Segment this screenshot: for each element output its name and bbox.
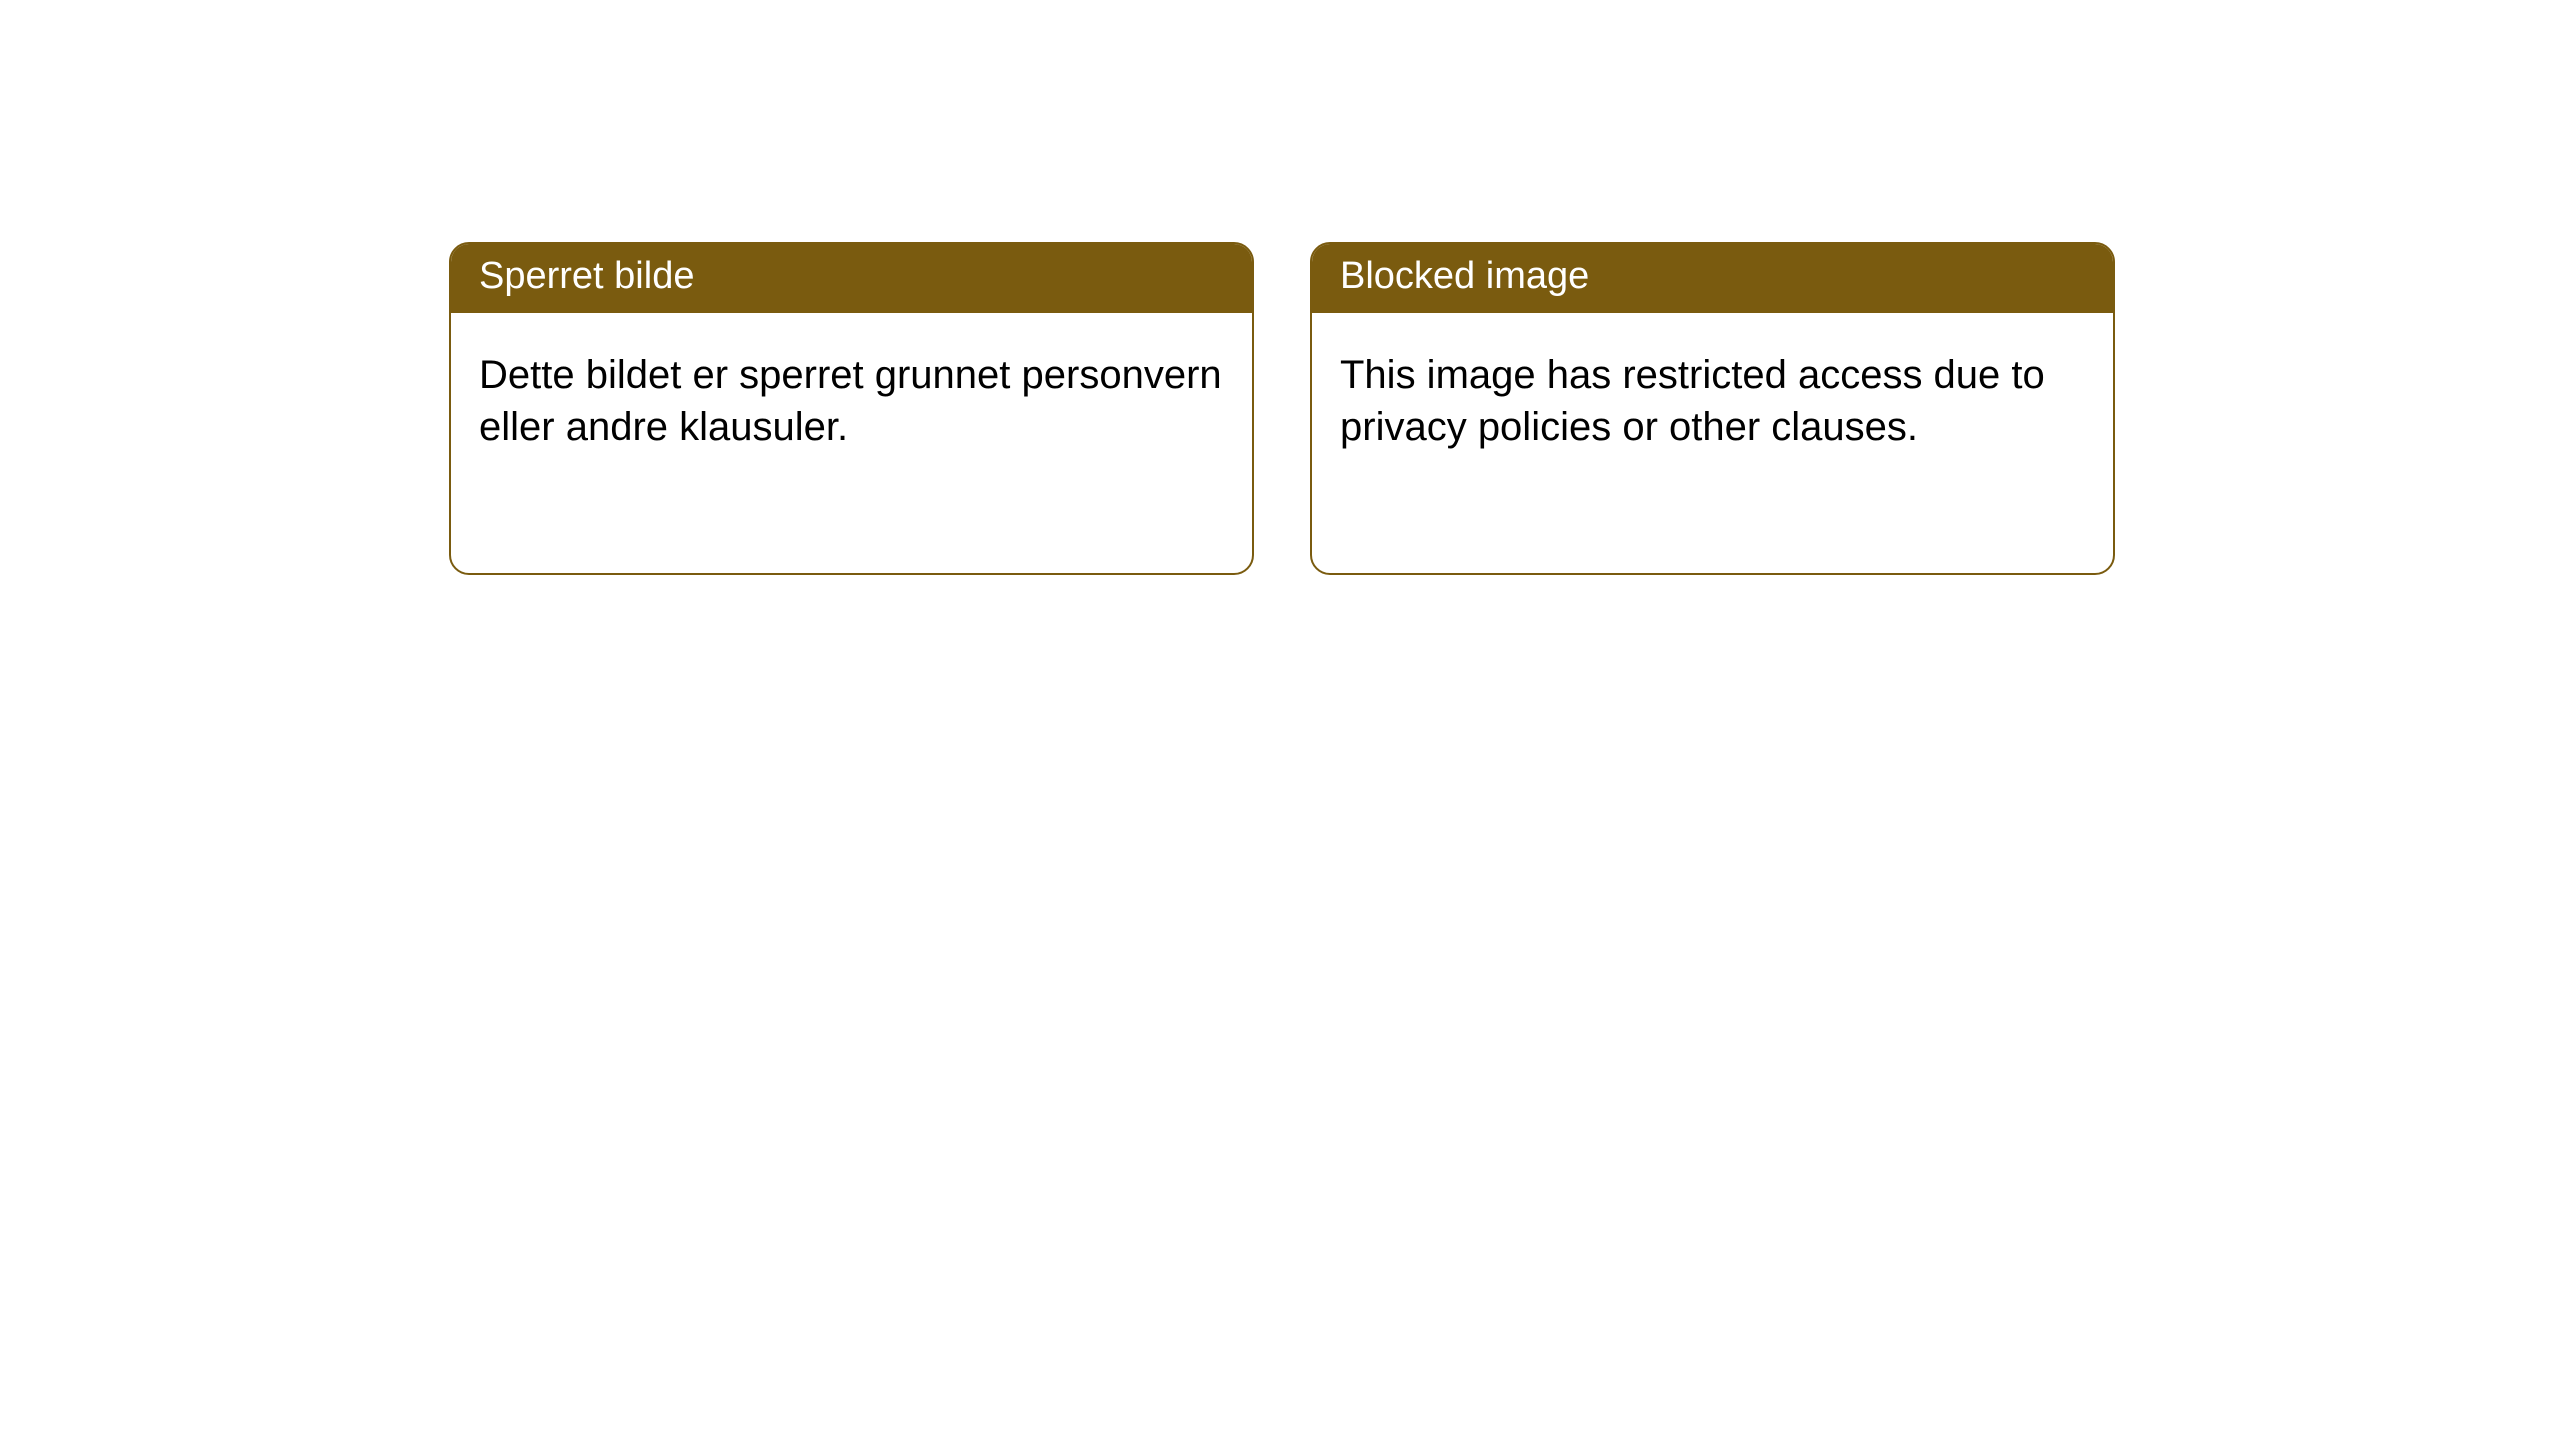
card-body: Dette bildet er sperret grunnet personve… (451, 313, 1252, 481)
notice-card-english: Blocked image This image has restricted … (1310, 242, 2115, 575)
card-body: This image has restricted access due to … (1312, 313, 2113, 481)
notice-cards-container: Sperret bilde Dette bildet er sperret gr… (0, 0, 2560, 575)
card-header: Blocked image (1312, 244, 2113, 313)
card-header: Sperret bilde (451, 244, 1252, 313)
notice-card-norwegian: Sperret bilde Dette bildet er sperret gr… (449, 242, 1254, 575)
